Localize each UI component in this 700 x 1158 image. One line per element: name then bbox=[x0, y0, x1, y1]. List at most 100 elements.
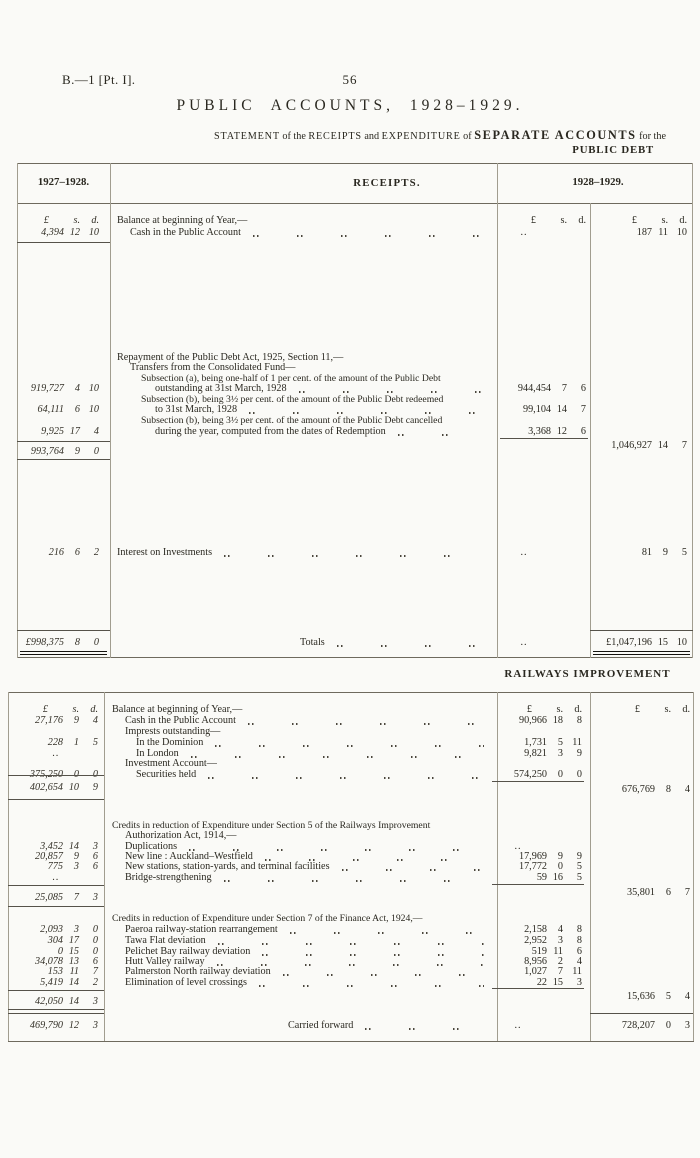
amount-prev-year: 34,078 13 6 bbox=[34, 956, 98, 967]
amount-prev-year: 5,419 14 2 bbox=[40, 977, 98, 988]
amount-current-year: 2,952 3 8 bbox=[524, 935, 582, 946]
rule bbox=[590, 630, 693, 631]
amount-current-year: 17,969 9 9 bbox=[518, 851, 582, 862]
amount-current-year: 574,250 0 0 bbox=[513, 769, 582, 780]
amount-current-year: 90,966 18 8 bbox=[518, 715, 582, 726]
row-label: Duplications bbox=[125, 841, 178, 852]
row-label: Investment Account— bbox=[125, 758, 217, 769]
row-description: Interest on Investments bbox=[117, 547, 489, 559]
amount-prev-year: 919,727 4 10 bbox=[30, 383, 99, 394]
column-divider bbox=[497, 163, 498, 658]
amount-current-year: .. bbox=[514, 1020, 522, 1031]
row-label: Cash in the Public Account bbox=[125, 715, 236, 726]
rule bbox=[492, 781, 584, 782]
amount-prev-year: 20,857 9 6 bbox=[34, 851, 98, 862]
amount-prev-year-subtotal: 993,764 9 0 bbox=[30, 446, 99, 457]
column-divider bbox=[590, 692, 591, 1041]
dot-leader bbox=[224, 554, 483, 557]
amount-total: 15,636 5 4 bbox=[626, 991, 690, 1002]
row-label: Pelichet Bay railway deviation bbox=[125, 946, 251, 957]
railways-improvement-heading: RAILWAYS IMPROVEMENT bbox=[504, 668, 671, 680]
amount-current-year: 3,368 12 6 bbox=[528, 426, 586, 437]
dot-leader bbox=[341, 868, 484, 871]
row-label: during the year, computed from the dates… bbox=[155, 426, 386, 437]
column-divider bbox=[692, 163, 693, 658]
separate-accounts-label: SEPARATE ACCOUNTS bbox=[474, 128, 637, 142]
dot-leader bbox=[365, 1027, 484, 1030]
amount-prev-year: 9,925 17 4 bbox=[41, 426, 99, 437]
subtitle-word: of the bbox=[279, 131, 309, 142]
subtitle-word: and bbox=[361, 131, 382, 142]
row-label: Tawa Flat deviation bbox=[125, 935, 206, 946]
carried-forward-label: Carried forward bbox=[288, 1020, 354, 1031]
row-description: Hutt Valley railway bbox=[112, 956, 490, 968]
row-description: Duplications bbox=[112, 841, 490, 853]
currency-header: £ s. d. bbox=[42, 704, 98, 715]
amount-total: 187 11 10 bbox=[636, 227, 687, 238]
amount-prev-year: 0 15 0 bbox=[57, 946, 98, 957]
railways-improvement-table: £ s. d. £ s. d. £ s. d. Balance at beginning o… bbox=[8, 692, 694, 1042]
amount-current-year: 59 16 5 bbox=[536, 872, 582, 883]
row-description: Pelichet Bay railway deviation bbox=[112, 946, 490, 958]
row-label: Elimination of level crossings bbox=[125, 977, 247, 988]
subtitle-word: RECEIPTS bbox=[308, 131, 362, 142]
dot-leader bbox=[298, 390, 483, 393]
rule bbox=[8, 906, 104, 907]
row-description: Repayment of the Public Debt Act, 1925, … bbox=[117, 352, 489, 364]
row-description: outstanding at 31st March, 1928 bbox=[117, 383, 489, 395]
amount-prev-year: 228 1 5 bbox=[47, 737, 98, 748]
document-reference: B.—1 [Pt. I]. bbox=[62, 72, 136, 87]
dot-leader bbox=[336, 644, 483, 647]
dot-leader bbox=[282, 973, 484, 976]
column-header-receipts: RECEIPTS. bbox=[353, 177, 421, 189]
row-label: Subsection (a), being one-half of 1 per … bbox=[141, 373, 441, 384]
dot-leader bbox=[264, 858, 484, 861]
currency-header: £ s. d. bbox=[631, 215, 687, 226]
double-rule bbox=[20, 651, 107, 655]
row-label: Hutt Valley railway bbox=[125, 956, 205, 967]
row-label: In the Dominion bbox=[136, 737, 204, 748]
statement-subtitle: STATEMENT of the RECEIPTS and EXPENDITUR… bbox=[214, 128, 666, 143]
row-description: Paeroa railway-station rearrangement bbox=[112, 924, 490, 936]
rule bbox=[17, 657, 693, 658]
rule bbox=[8, 1009, 104, 1010]
rule bbox=[17, 163, 693, 164]
row-description: Subsection (a), being one-half of 1 per … bbox=[117, 373, 489, 385]
rule bbox=[492, 988, 584, 989]
column-divider bbox=[590, 203, 591, 658]
row-description: Credits in reduction of Expenditure unde… bbox=[112, 913, 490, 925]
amount-total: 35,801 6 7 bbox=[626, 887, 690, 898]
dot-leader bbox=[189, 848, 484, 851]
row-label: Palmerston North railway deviation bbox=[125, 966, 271, 977]
amount-current-year: 17,772 0 5 bbox=[518, 861, 582, 872]
dot-leader bbox=[247, 722, 484, 725]
rule bbox=[8, 1041, 694, 1042]
row-description: Investment Account— bbox=[112, 758, 490, 770]
amount-current-year: 22 15 3 bbox=[536, 977, 582, 988]
row-label: Authorization Act, 1914,— bbox=[125, 830, 237, 841]
dot-leader bbox=[216, 963, 484, 966]
totals-label: Totals bbox=[300, 637, 325, 648]
rule bbox=[590, 1013, 693, 1014]
dot-leader bbox=[252, 234, 483, 237]
row-description: Imprests outstanding— bbox=[112, 726, 490, 738]
amount-prev-year: 27,176 9 4 bbox=[34, 715, 98, 726]
dot-leader bbox=[289, 931, 484, 934]
amount-prev-year: 775 3 6 bbox=[47, 861, 98, 872]
amount-prev-year: 469,790 12 3 bbox=[29, 1020, 98, 1031]
amount-prev-year: 2,093 3 0 bbox=[40, 924, 98, 935]
rule bbox=[17, 441, 110, 442]
row-label: Securities held bbox=[136, 769, 197, 780]
amount-current-year: 8,956 2 4 bbox=[524, 956, 582, 967]
amount-prev-year: 3,452 14 3 bbox=[40, 841, 98, 852]
public-debt-heading: PUBLIC DEBT bbox=[572, 144, 654, 156]
row-description: Securities held bbox=[112, 769, 490, 781]
currency-header: £ s. d. bbox=[634, 704, 690, 715]
amount-prev-year: 375,250 0 0 bbox=[29, 769, 98, 780]
rule bbox=[8, 799, 104, 800]
row-description: Transfers from the Consolidated Fund— bbox=[117, 362, 489, 374]
dot-leader bbox=[208, 776, 484, 779]
row-label: In London bbox=[136, 748, 179, 759]
row-description: Balance at beginning of Year,— bbox=[117, 215, 489, 227]
column-header-prev-year: 1927–1928. bbox=[37, 176, 90, 188]
